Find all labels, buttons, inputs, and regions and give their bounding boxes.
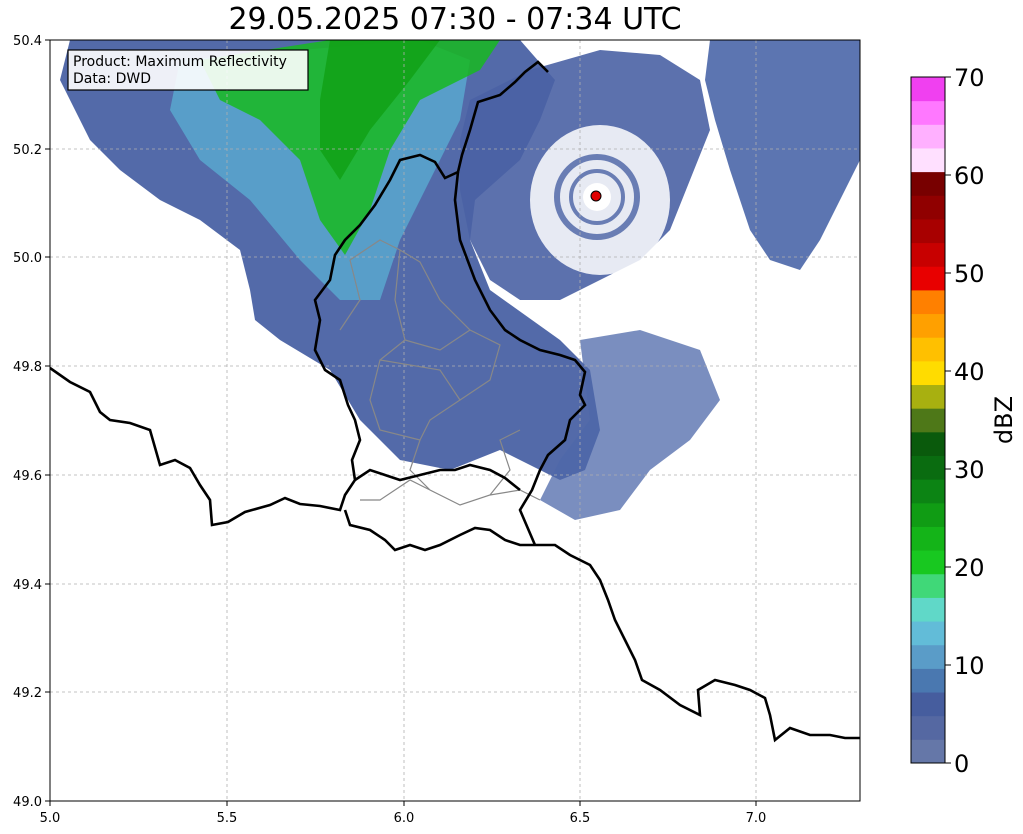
colorbar-ticks: 0 10 20 30 40 50 60 70 (945, 64, 985, 778)
x-tick-label: 5.0 (40, 811, 61, 826)
radar-reflectivity-layer (60, 40, 860, 520)
y-tick-label: 49.4 (13, 578, 42, 593)
colorbar-label: dBZ (990, 396, 1018, 444)
colorbar-segment (911, 218, 945, 244)
x-axis: 5.0 5.5 6.0 6.5 7.0 (40, 801, 767, 826)
colorbar-segment (911, 573, 945, 598)
plot-frame (49, 39, 861, 802)
admin-borders-gray (339, 239, 541, 506)
y-tick-label: 49.2 (13, 686, 42, 701)
colorbar-segment (911, 431, 945, 456)
info-product: Product: Maximum Reflectivity (73, 54, 287, 70)
colorbar-segment (911, 408, 945, 433)
colorbar-tick-label: 0 (954, 750, 969, 778)
map-title: 29.05.2025 07:30 - 07:34 UTC (228, 2, 682, 37)
colorbar-segment (911, 171, 945, 196)
colorbar-tick-label: 30 (954, 456, 985, 484)
colorbar-segment (911, 360, 945, 386)
colorbar-tick-label: 20 (954, 554, 985, 582)
echo-core-green-dark (320, 40, 440, 180)
colorbar-segment (911, 502, 945, 527)
y-tick-label: 50.4 (13, 34, 42, 49)
y-tick-label: 49.8 (13, 360, 42, 375)
echo-area-northeast (705, 40, 860, 270)
colorbar-segment (911, 147, 945, 173)
colorbar-tick-label: 40 (954, 358, 985, 386)
x-tick-label: 6.5 (570, 811, 591, 826)
y-tick-label: 49.6 (13, 469, 42, 484)
colorbar-segment (911, 195, 945, 220)
colorbar-tick-label: 10 (954, 652, 985, 680)
colorbar-frame (910, 76, 946, 764)
colorbar-segment (911, 124, 945, 149)
national-border-lux-east (343, 171, 860, 743)
colorbar-segments (911, 77, 945, 764)
y-tick-label: 50.0 (13, 251, 42, 266)
colorbar-segment (911, 668, 945, 693)
colorbar-segment (911, 692, 945, 717)
colorbar-segment (911, 77, 945, 102)
colorbar-segment (911, 455, 945, 480)
colorbar-segment (911, 739, 945, 764)
x-tick-label: 7.0 (746, 811, 767, 826)
national-border-lux-south (354, 463, 521, 492)
colorbar-segment (911, 266, 945, 291)
y-tick-label: 49.0 (13, 795, 42, 810)
grid-lines (50, 40, 860, 801)
colorbar-segment (911, 526, 945, 551)
colorbar-segment (911, 242, 945, 267)
radar-site-marker[interactable] (590, 190, 602, 202)
colorbar-segment (911, 100, 945, 125)
colorbar: 0 10 20 30 40 50 60 70 dBZ (910, 64, 1018, 778)
colorbar-segment (911, 313, 945, 338)
colorbar-segment (911, 715, 945, 740)
national-border-west (50, 60, 549, 527)
x-tick-label: 5.5 (217, 811, 238, 826)
x-tick-label: 6.0 (394, 811, 415, 826)
info-data-source: Data: DWD (73, 71, 151, 87)
colorbar-tick-label: 70 (954, 64, 985, 92)
info-box: Product: Maximum Reflectivity Data: DWD (67, 49, 309, 91)
colorbar-segment (911, 384, 945, 409)
y-axis: 50.4 50.2 50.0 49.8 49.6 49.4 49.2 49.0 (13, 34, 50, 810)
plot-area[interactable]: Product: Maximum Reflectivity Data: DWD (49, 39, 861, 802)
colorbar-tick-label: 50 (954, 260, 985, 288)
colorbar-segment (911, 550, 945, 575)
colorbar-segment (911, 621, 945, 646)
colorbar-segment (911, 644, 945, 669)
colorbar-segment (911, 597, 945, 622)
colorbar-segment (911, 289, 945, 315)
colorbar-segment (911, 337, 945, 362)
y-tick-label: 50.2 (13, 143, 42, 158)
colorbar-segment (911, 479, 945, 504)
colorbar-tick-label: 60 (954, 162, 985, 190)
